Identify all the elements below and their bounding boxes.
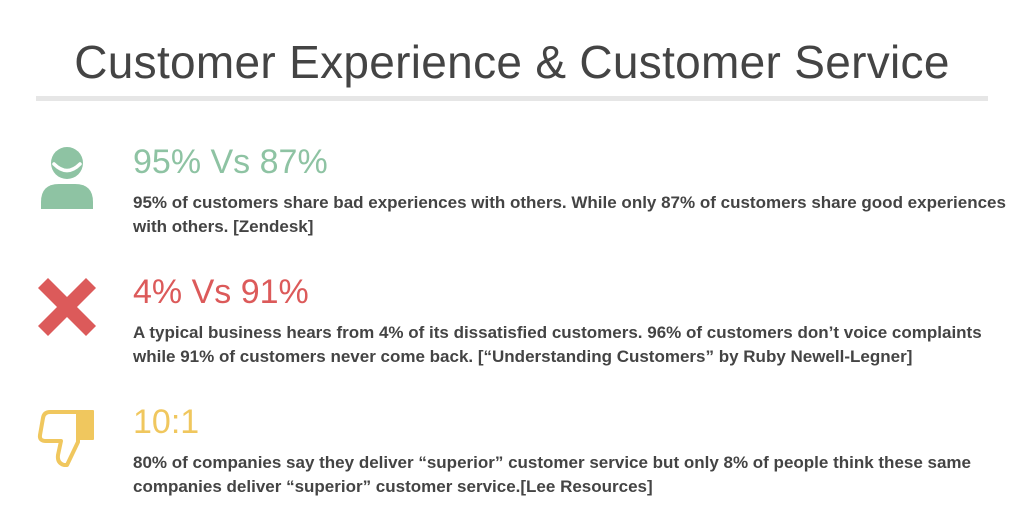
stat-headline: 95% Vs 87% bbox=[133, 143, 328, 181]
stat-description-line: 95% of customers share bad experiences w… bbox=[133, 193, 1006, 212]
stat-description-line: companies deliver “superior” customer se… bbox=[133, 477, 653, 496]
stat-description-line: A typical business hears from 4% of its … bbox=[133, 323, 982, 342]
page-title: Customer Experience & Customer Service bbox=[74, 36, 950, 88]
stat-description-line: with others. [Zendesk] bbox=[133, 217, 314, 236]
title-divider bbox=[36, 96, 988, 101]
stat-description: 95% of customers share bad experiences w… bbox=[133, 191, 1006, 239]
stat-headline: 4% Vs 91% bbox=[133, 273, 309, 311]
stat-headline: 10:1 bbox=[133, 403, 200, 441]
cross-icon bbox=[36, 276, 98, 338]
stat-description-line: while 91% of customers never come back. … bbox=[133, 347, 913, 366]
thumbs-down-icon bbox=[36, 407, 98, 469]
stat-description: A typical business hears from 4% of its … bbox=[133, 321, 1003, 369]
stat-description-line: 80% of companies say they deliver “super… bbox=[133, 453, 972, 472]
stat-description: 80% of companies say they deliver “super… bbox=[133, 451, 1003, 499]
user-icon bbox=[36, 147, 98, 209]
